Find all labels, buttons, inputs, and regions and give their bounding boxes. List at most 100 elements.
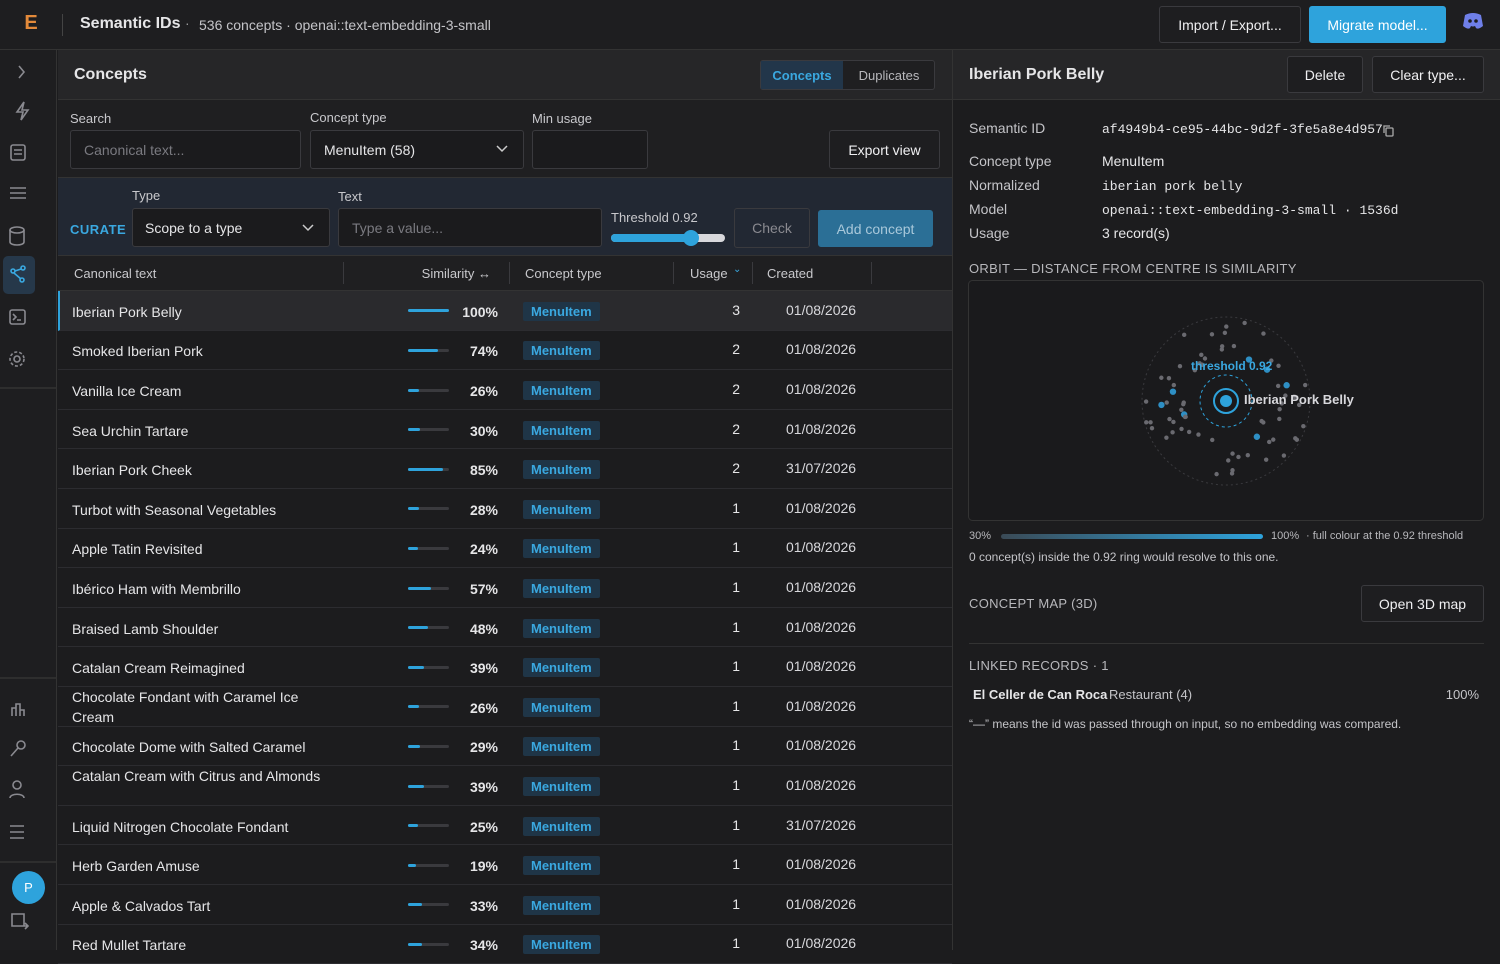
export-button[interactable]: Export view <box>829 130 940 169</box>
chevron <box>302 224 314 232</box>
usage: 1 <box>732 539 740 556</box>
table-row[interactable] <box>58 766 952 806</box>
icon[interactable] <box>15 101 30 121</box>
text-input[interactable]: Type a value... <box>338 208 602 247</box>
orbit-shape <box>1301 423 1306 429</box>
created: 31/07/2026 <box>786 816 857 833</box>
copy-icon[interactable] <box>1382 124 1395 138</box>
orbit-shape <box>1245 356 1253 363</box>
orbit-shape <box>1196 432 1201 437</box>
type-badge: MenuItem <box>523 499 600 519</box>
clear-type-button[interactable]: Clear type... <box>1372 56 1484 93</box>
column-divider <box>343 262 344 284</box>
discord-icon[interactable] <box>1462 12 1484 30</box>
orbit-shape <box>1267 439 1272 445</box>
icon[interactable] <box>9 226 25 234</box>
similarity-bar <box>408 348 439 352</box>
icon[interactable] <box>13 355 21 363</box>
divider <box>969 643 1484 644</box>
logout-icon[interactable] <box>11 913 30 930</box>
orbit-shape <box>1226 458 1231 463</box>
logo: E <box>24 12 38 34</box>
orbit-chart <box>968 280 1484 521</box>
usage: 1 <box>732 777 740 793</box>
similarity-label: 29% <box>469 739 498 756</box>
similarity-track <box>408 903 449 907</box>
orbit-shape <box>1167 416 1172 422</box>
field-value: af4949b4-ce95-44bc-9d2f-3fe5a8e4d957 <box>1102 122 1383 137</box>
orbit-shape <box>1261 420 1266 425</box>
similarity-track <box>408 784 449 788</box>
table-row[interactable] <box>58 845 952 885</box>
search-input[interactable]: Canonical text... <box>70 130 301 169</box>
check-button[interactable]: Check <box>734 208 810 248</box>
table-row[interactable] <box>58 370 952 410</box>
icon[interactable] <box>10 144 26 161</box>
app-title: Semantic IDs <box>80 15 181 32</box>
delete-button[interactable]: Delete <box>1287 56 1363 93</box>
icon[interactable] <box>12 780 22 790</box>
type-badge: MenuItem <box>523 935 600 955</box>
field-value: 3 record(s) <box>1102 225 1170 241</box>
table-row[interactable] <box>58 687 952 727</box>
orbit-shape <box>1197 361 1202 366</box>
scope-select[interactable]: Scope to a type <box>132 208 330 247</box>
table-row[interactable] <box>58 885 952 925</box>
table-row[interactable] <box>58 647 952 687</box>
min-usage-input[interactable] <box>532 130 648 169</box>
similarity-label: 39% <box>469 779 498 795</box>
app-subtitle: 536 concepts · openai::text-embedding-3-… <box>199 17 491 33</box>
tab[interactable]: Duplicates <box>858 67 920 83</box>
slider-thumb[interactable] <box>683 230 699 246</box>
icon[interactable] <box>9 309 26 325</box>
orbit-shape <box>1296 402 1302 408</box>
created: 01/08/2026 <box>786 895 857 912</box>
add-concept-button[interactable]: Add concept <box>818 210 933 247</box>
type-badge: MenuItem <box>523 658 600 678</box>
similarity-track <box>408 388 449 392</box>
icon[interactable] <box>16 740 26 750</box>
table-row[interactable] <box>58 568 952 608</box>
scale-min: 30% <box>969 530 992 542</box>
created: 01/08/2026 <box>786 935 857 952</box>
type-badge: MenuItem <box>523 618 600 638</box>
similarity-bar <box>408 942 422 946</box>
expand-icon[interactable] <box>18 65 26 79</box>
label: Concept type <box>310 110 387 125</box>
orbit-shape <box>1141 316 1311 486</box>
type-badge: MenuItem <box>523 777 600 796</box>
orbit-shape <box>1271 437 1276 442</box>
sidebar <box>0 50 57 950</box>
orbit-shape <box>1169 388 1177 395</box>
tab-active[interactable]: Concepts <box>761 61 843 89</box>
avatar[interactable]: P <box>12 871 45 904</box>
migrate-button[interactable]: Migrate model... <box>1309 6 1446 43</box>
table-row[interactable] <box>58 409 952 450</box>
icon[interactable] <box>11 703 25 716</box>
table-row[interactable] <box>58 330 952 371</box>
usage: 2 <box>732 381 740 397</box>
open-map-button[interactable]: Open 3D map <box>1361 585 1484 622</box>
import-export-button[interactable]: Import / Export... <box>1159 6 1301 43</box>
similarity-track <box>408 546 449 550</box>
table-row[interactable] <box>58 805 952 846</box>
orbit-shape <box>1214 471 1219 477</box>
type-badge: MenuItem <box>523 856 600 876</box>
table-row[interactable] <box>58 489 952 529</box>
usage: 1 <box>732 816 740 833</box>
active-nav[interactable] <box>3 256 35 294</box>
usage: 1 <box>732 658 740 675</box>
icon[interactable] <box>10 825 24 839</box>
scale-gradient <box>1001 534 1263 539</box>
type-select[interactable]: MenuItem (58) <box>310 130 524 169</box>
table-row[interactable] <box>58 291 952 331</box>
table-row[interactable] <box>58 726 952 767</box>
table-row[interactable] <box>58 607 952 648</box>
table-row[interactable] <box>58 449 952 489</box>
icon[interactable] <box>10 187 26 199</box>
table-row[interactable] <box>58 528 952 569</box>
orbit-shape <box>1253 433 1261 440</box>
similarity-label: 33% <box>469 897 498 914</box>
type-badge: MenuItem <box>523 816 600 836</box>
